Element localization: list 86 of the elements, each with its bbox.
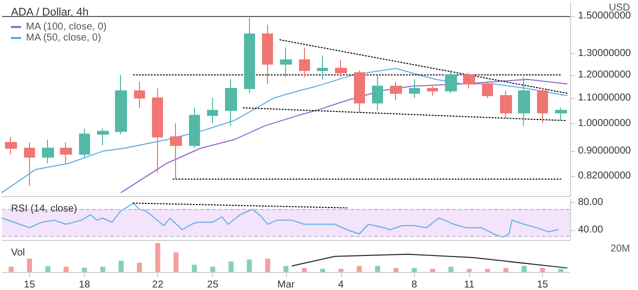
candlestick — [409, 78, 420, 98]
x-tick-label: 25 — [207, 280, 219, 290]
y-tick-label: 1.30000000 — [578, 48, 632, 60]
bar — [155, 243, 160, 272]
x-tick-label: 4 — [338, 280, 344, 290]
bar — [320, 268, 326, 272]
bar — [448, 266, 454, 272]
candlestick — [390, 81, 402, 101]
bar — [393, 268, 398, 272]
candlestick — [152, 88, 163, 174]
candlestick — [244, 17, 255, 94]
x-tick-label: 8 — [411, 280, 418, 290]
bar — [522, 266, 527, 272]
candlestick — [24, 142, 35, 186]
candlestick — [134, 81, 145, 108]
candlestick — [5, 136, 17, 155]
bar — [265, 258, 270, 272]
bar — [192, 264, 197, 272]
bar — [26, 258, 32, 272]
bar — [136, 262, 142, 272]
legend-label: MA (50, close, 0) — [26, 32, 102, 44]
candlestick — [463, 72, 475, 90]
y-tick-label: 1.20000000 — [578, 69, 632, 80]
bar — [246, 260, 252, 272]
candlestick — [280, 47, 292, 78]
bar — [8, 266, 14, 272]
candlestick — [500, 90, 512, 119]
bar — [118, 260, 124, 272]
bar — [540, 268, 546, 272]
legend-label: MA (100, close, 0) — [26, 22, 107, 32]
bar — [338, 268, 344, 272]
bar — [82, 268, 87, 272]
bar — [503, 268, 508, 272]
candlestick — [207, 97, 218, 124]
y-tick-label: 80.00 — [578, 196, 604, 208]
candlestick — [335, 59, 347, 78]
bar — [284, 266, 288, 272]
text: Vol — [11, 248, 25, 258]
candlestick — [555, 107, 567, 122]
y-tick-label: 1.50000000 — [578, 10, 632, 22]
x-tick-label: 15 — [536, 280, 549, 290]
y-tick-label: 1.10000000 — [578, 92, 632, 104]
candlestick — [427, 86, 438, 96]
bar — [64, 266, 69, 272]
candlestick — [115, 74, 127, 135]
candlestick — [317, 55, 328, 80]
bar — [356, 266, 362, 272]
bar — [430, 268, 436, 272]
x-tick-label: Mar — [277, 280, 296, 290]
bar — [485, 268, 490, 272]
bar — [174, 252, 179, 272]
bar — [375, 266, 380, 272]
candlestick — [518, 76, 530, 126]
candlestick — [372, 74, 383, 111]
bar — [302, 268, 307, 272]
candlestick — [42, 139, 54, 164]
chart-title: ADA / Dollar, 4h — [11, 6, 89, 18]
candlestick — [170, 122, 182, 180]
candlestick — [225, 78, 237, 126]
candlestick — [262, 24, 273, 84]
y-tick-label: 40.00 — [578, 224, 604, 236]
bar — [210, 266, 216, 272]
candlestick — [60, 142, 72, 164]
candlestick — [299, 47, 310, 78]
candlestick — [79, 128, 90, 158]
candlestick — [97, 128, 109, 146]
bar — [558, 268, 564, 272]
text: 20M — [610, 244, 630, 254]
candlestick — [537, 88, 548, 124]
y-tick-label: 0.90000000 — [578, 146, 632, 157]
x-tick-label: 18 — [78, 280, 90, 290]
x-tick-label: 11 — [464, 280, 475, 290]
x-tick-label: 22 — [152, 280, 164, 290]
bar — [412, 268, 417, 272]
candlestick — [482, 81, 493, 98]
x-tick-label: 15 — [24, 280, 36, 290]
y-tick-label: 1.00000000 — [578, 118, 632, 129]
candlestick — [445, 70, 457, 94]
bar — [466, 268, 472, 272]
bar — [100, 266, 106, 272]
bar — [45, 266, 50, 272]
bar — [228, 262, 234, 272]
chart-title: RSI (14, close) — [11, 204, 78, 214]
candlestick — [354, 70, 365, 114]
y-tick-label: 0.82000000 — [578, 170, 632, 182]
candlestick — [189, 107, 200, 149]
